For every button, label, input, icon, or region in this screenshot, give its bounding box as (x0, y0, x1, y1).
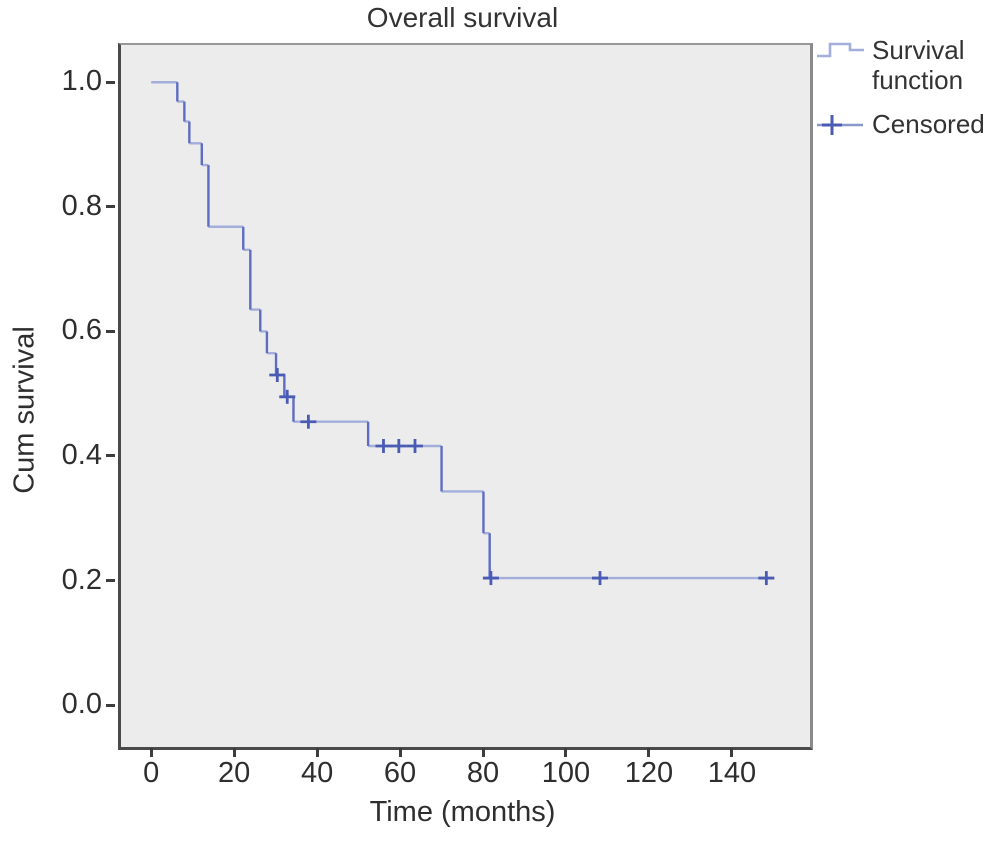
y-tick-mark (106, 703, 115, 707)
legend-label-censored: Censored (872, 108, 985, 139)
x-tick-label: 60 (383, 757, 417, 789)
x-axis-label: Time (months) (369, 796, 556, 828)
y-tick-label: 0.2 (61, 563, 102, 596)
x-tick-label: 140 (707, 757, 757, 789)
y-tick-mark (106, 205, 115, 209)
y-tick-mark (106, 80, 115, 84)
x-tick-mark (481, 748, 485, 757)
x-tick-mark (730, 748, 734, 757)
y-tick-label: 0.8 (61, 189, 102, 222)
survival-curve-canvas (151, 81, 775, 586)
legend-item-censored: Censored (816, 108, 1002, 140)
y-tick-mark (106, 454, 115, 458)
x-tick-label: 20 (218, 757, 251, 789)
x-tick-label: 100 (541, 757, 591, 789)
x-tick-mark (315, 748, 319, 757)
legend-label-survival-function: Survival function (872, 35, 965, 95)
y-tick-label: 0.4 (61, 438, 102, 471)
legend-item-survival-function: Survival function (816, 35, 1002, 96)
plot-area (118, 43, 813, 750)
x-tick-label: 40 (300, 757, 334, 789)
y-tick-label: 0.0 (61, 688, 102, 721)
chart-title: Overall survival (366, 2, 559, 33)
plus-marker-icon (817, 114, 863, 135)
x-tick-mark (149, 748, 153, 757)
x-tick-mark (398, 748, 402, 757)
y-axis-label: Cum survival (8, 326, 41, 494)
y-tick-mark (106, 579, 115, 583)
x-tick-label: 120 (624, 757, 674, 789)
x-tick-mark (647, 748, 651, 757)
step-line-icon (817, 42, 864, 58)
y-tick-label: 0.6 (61, 314, 102, 347)
x-tick-mark (564, 748, 568, 757)
x-tick-label: 80 (466, 757, 500, 789)
y-tick-mark (106, 329, 115, 333)
legend: Survival function Censored (816, 35, 1002, 140)
x-tick-label: 0 (143, 757, 160, 789)
y-tick-label: 1.0 (61, 65, 102, 98)
x-tick-mark (232, 748, 236, 757)
